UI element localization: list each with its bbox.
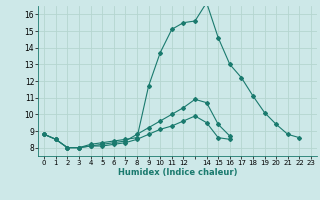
- X-axis label: Humidex (Indice chaleur): Humidex (Indice chaleur): [118, 168, 237, 177]
